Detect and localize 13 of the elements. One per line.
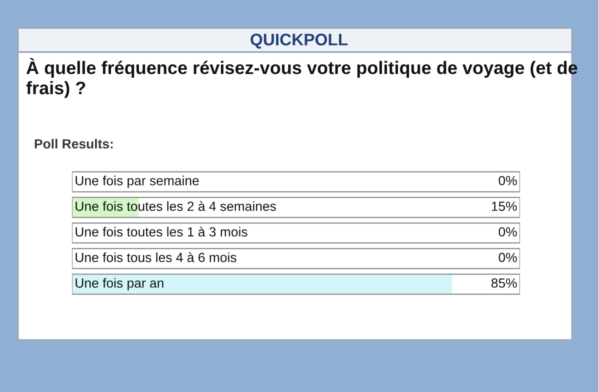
text: Poll Results: bbox=[34, 138, 113, 149]
chart-title: À quelle fréquence révisez-vous votre politique de voyage (et de frais) ? bbox=[26, 58, 578, 98]
data-label: 0% bbox=[498, 176, 517, 186]
y-tick-label: Une fois par semaine bbox=[76, 176, 199, 188]
y-tick-label: Une fois toutes les 1 à 3 mois bbox=[76, 226, 248, 237]
data-label: 0% bbox=[498, 227, 517, 237]
data-label: 15% bbox=[492, 202, 517, 211]
chart-subtitle: QUICKPOLL bbox=[250, 34, 348, 49]
data-label: 85% bbox=[491, 278, 517, 288]
y-tick-label: Une fois tous les 4 à 6 mois bbox=[76, 252, 236, 262]
y-tick-label: Une fois toutes les 2 à 4 semaines bbox=[76, 201, 276, 211]
data-label: 0% bbox=[498, 252, 517, 262]
y-tick-label: Une fois par an bbox=[76, 278, 164, 290]
